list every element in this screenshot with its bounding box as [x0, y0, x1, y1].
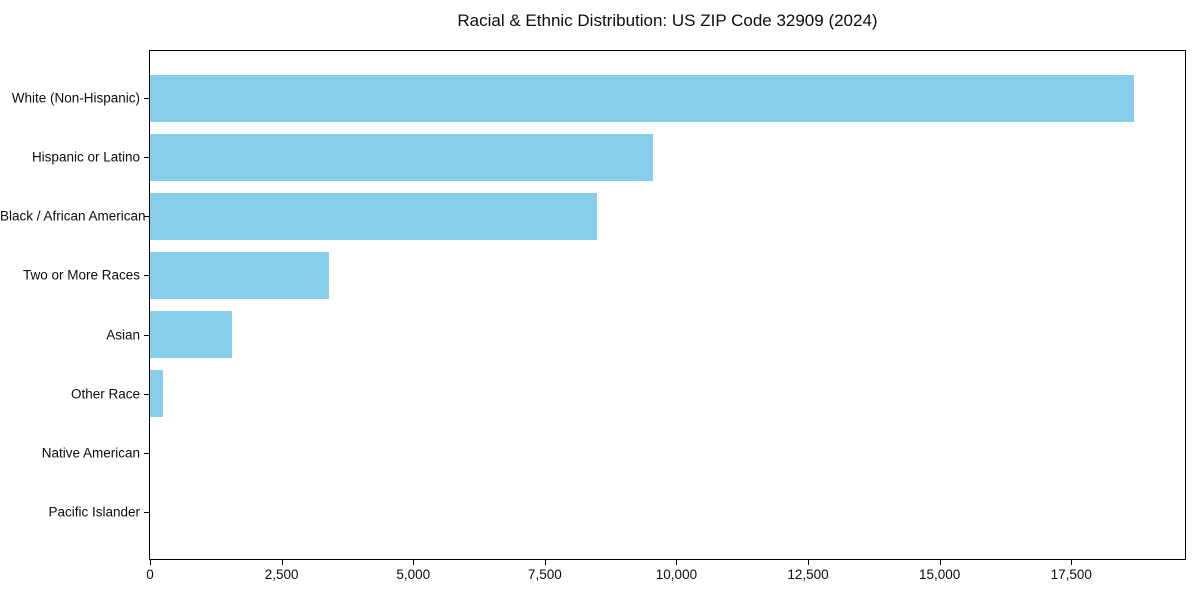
bar-asian — [150, 311, 232, 359]
x-tick-label: 15,000 — [919, 567, 961, 582]
y-tick-mark — [144, 452, 149, 454]
x-tick-mark — [939, 560, 941, 565]
y-tick-label: Two or More Races — [22, 267, 140, 283]
y-tick-label: Native American — [41, 445, 140, 461]
x-tick-label: 12,500 — [787, 567, 829, 582]
bar-black-african-american — [150, 192, 598, 240]
x-tick-mark — [1071, 560, 1073, 565]
x-tick-mark — [281, 560, 283, 565]
bar-two-or-more-races — [150, 251, 329, 299]
x-tick-mark — [676, 560, 678, 565]
chart-title: Racial & Ethnic Distribution: US ZIP Cod… — [457, 11, 878, 30]
x-tick-mark — [808, 560, 810, 565]
y-tick-mark — [144, 512, 149, 513]
x-tick-label: 2,500 — [264, 567, 299, 582]
y-tick-label: Pacific Islander — [48, 504, 140, 520]
bar-white-non-hispanic — [150, 74, 1135, 122]
x-tick-label: 7,500 — [527, 567, 562, 582]
y-tick-label: Other Race — [70, 386, 140, 402]
y-tick-mark — [144, 275, 149, 277]
y-tick-mark — [144, 98, 149, 99]
y-tick-label: Asian — [106, 327, 140, 343]
x-tick-label: 0 — [146, 567, 154, 582]
y-tick-label: Black / African American — [0, 208, 146, 224]
x-tick-label: 17,500 — [1050, 567, 1092, 582]
plot-area — [149, 50, 1186, 560]
x-tick-mark — [544, 560, 546, 565]
x-tick-label: 10,000 — [655, 567, 698, 582]
y-tick-label: Hispanic or Latino — [31, 149, 140, 165]
y-tick-mark — [144, 334, 149, 336]
y-tick-mark — [144, 216, 149, 218]
y-tick-mark — [144, 393, 149, 395]
x-tick-mark — [413, 560, 415, 565]
x-tick-mark — [150, 560, 151, 565]
x-tick-label: 5,000 — [396, 567, 431, 582]
y-tick-mark — [144, 157, 149, 159]
bar-hispanic-or-latino — [150, 133, 653, 181]
y-tick-label: White (Non-Hispanic) — [11, 90, 140, 106]
bar-other-race — [150, 370, 163, 418]
